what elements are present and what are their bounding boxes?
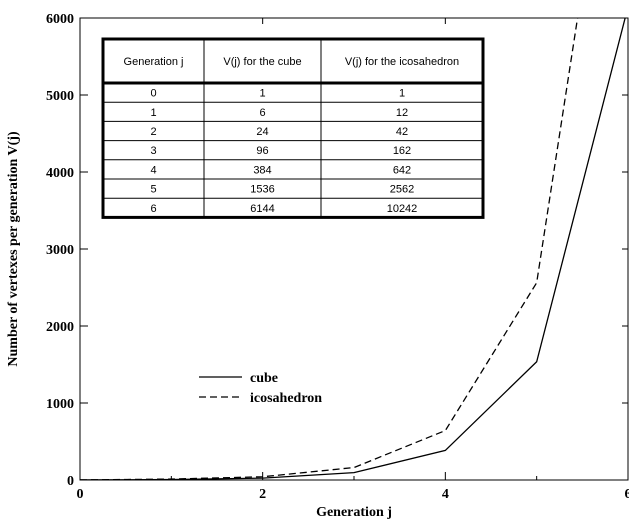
table-cell: 642: [393, 164, 411, 176]
y-tick-label: 0: [67, 474, 74, 489]
y-tick-label: 6000: [46, 12, 74, 27]
table-cell: 6: [259, 107, 265, 119]
table-cell: 96: [256, 145, 268, 157]
table-cell: 1: [150, 107, 156, 119]
y-tick-label: 1000: [46, 397, 74, 412]
table-cell: 162: [393, 145, 411, 157]
table-cell: 10242: [387, 203, 418, 215]
y-tick-label: 3000: [46, 243, 74, 258]
x-tick-label: 2: [259, 487, 266, 502]
legend-label-cube: cube: [250, 371, 278, 386]
y-tick-label: 5000: [46, 89, 74, 104]
table-cell: 2: [150, 126, 156, 138]
table-cell: 0: [150, 88, 156, 100]
table-cell: 6144: [250, 203, 274, 215]
table-cell: 1: [399, 88, 405, 100]
table-header-cell: V(j) for the cube: [223, 56, 301, 68]
table-border: [101, 37, 485, 219]
legend: cube icosahedron: [199, 371, 322, 406]
table-cell: 42: [396, 126, 408, 138]
table-header-cell: Generation j: [124, 56, 184, 68]
legend-label-icosahedron: icosahedron: [250, 391, 322, 406]
x-axis-title: Generation j: [316, 505, 392, 520]
table-cell: 4: [150, 164, 156, 176]
x-tick-label: 0: [77, 487, 84, 502]
table-cell: 24: [256, 126, 268, 138]
table-cell: 1536: [250, 184, 274, 196]
table-cell: 5: [150, 184, 156, 196]
table-header-cell: V(j) for the icosahedron: [345, 56, 459, 68]
table-cell: 12: [396, 107, 408, 119]
y-tick-label: 2000: [46, 320, 74, 335]
y-axis-title: Number of vertexes per generation V(j): [6, 131, 21, 367]
table-cell: 384: [253, 164, 271, 176]
table-cell: 1: [259, 88, 265, 100]
x-tick-label: 4: [442, 487, 449, 502]
x-tick-label: 6: [625, 487, 629, 502]
table-cell: 6: [150, 203, 156, 215]
table-cell: 2562: [390, 184, 414, 196]
y-tick-label: 4000: [46, 166, 74, 181]
series-lines: [80, 18, 626, 480]
table-cell: 3: [150, 145, 156, 157]
data-table: Generation j V(j) for the cube V(j) for th…: [101, 37, 485, 219]
series-line-icosahedron: [80, 18, 579, 480]
